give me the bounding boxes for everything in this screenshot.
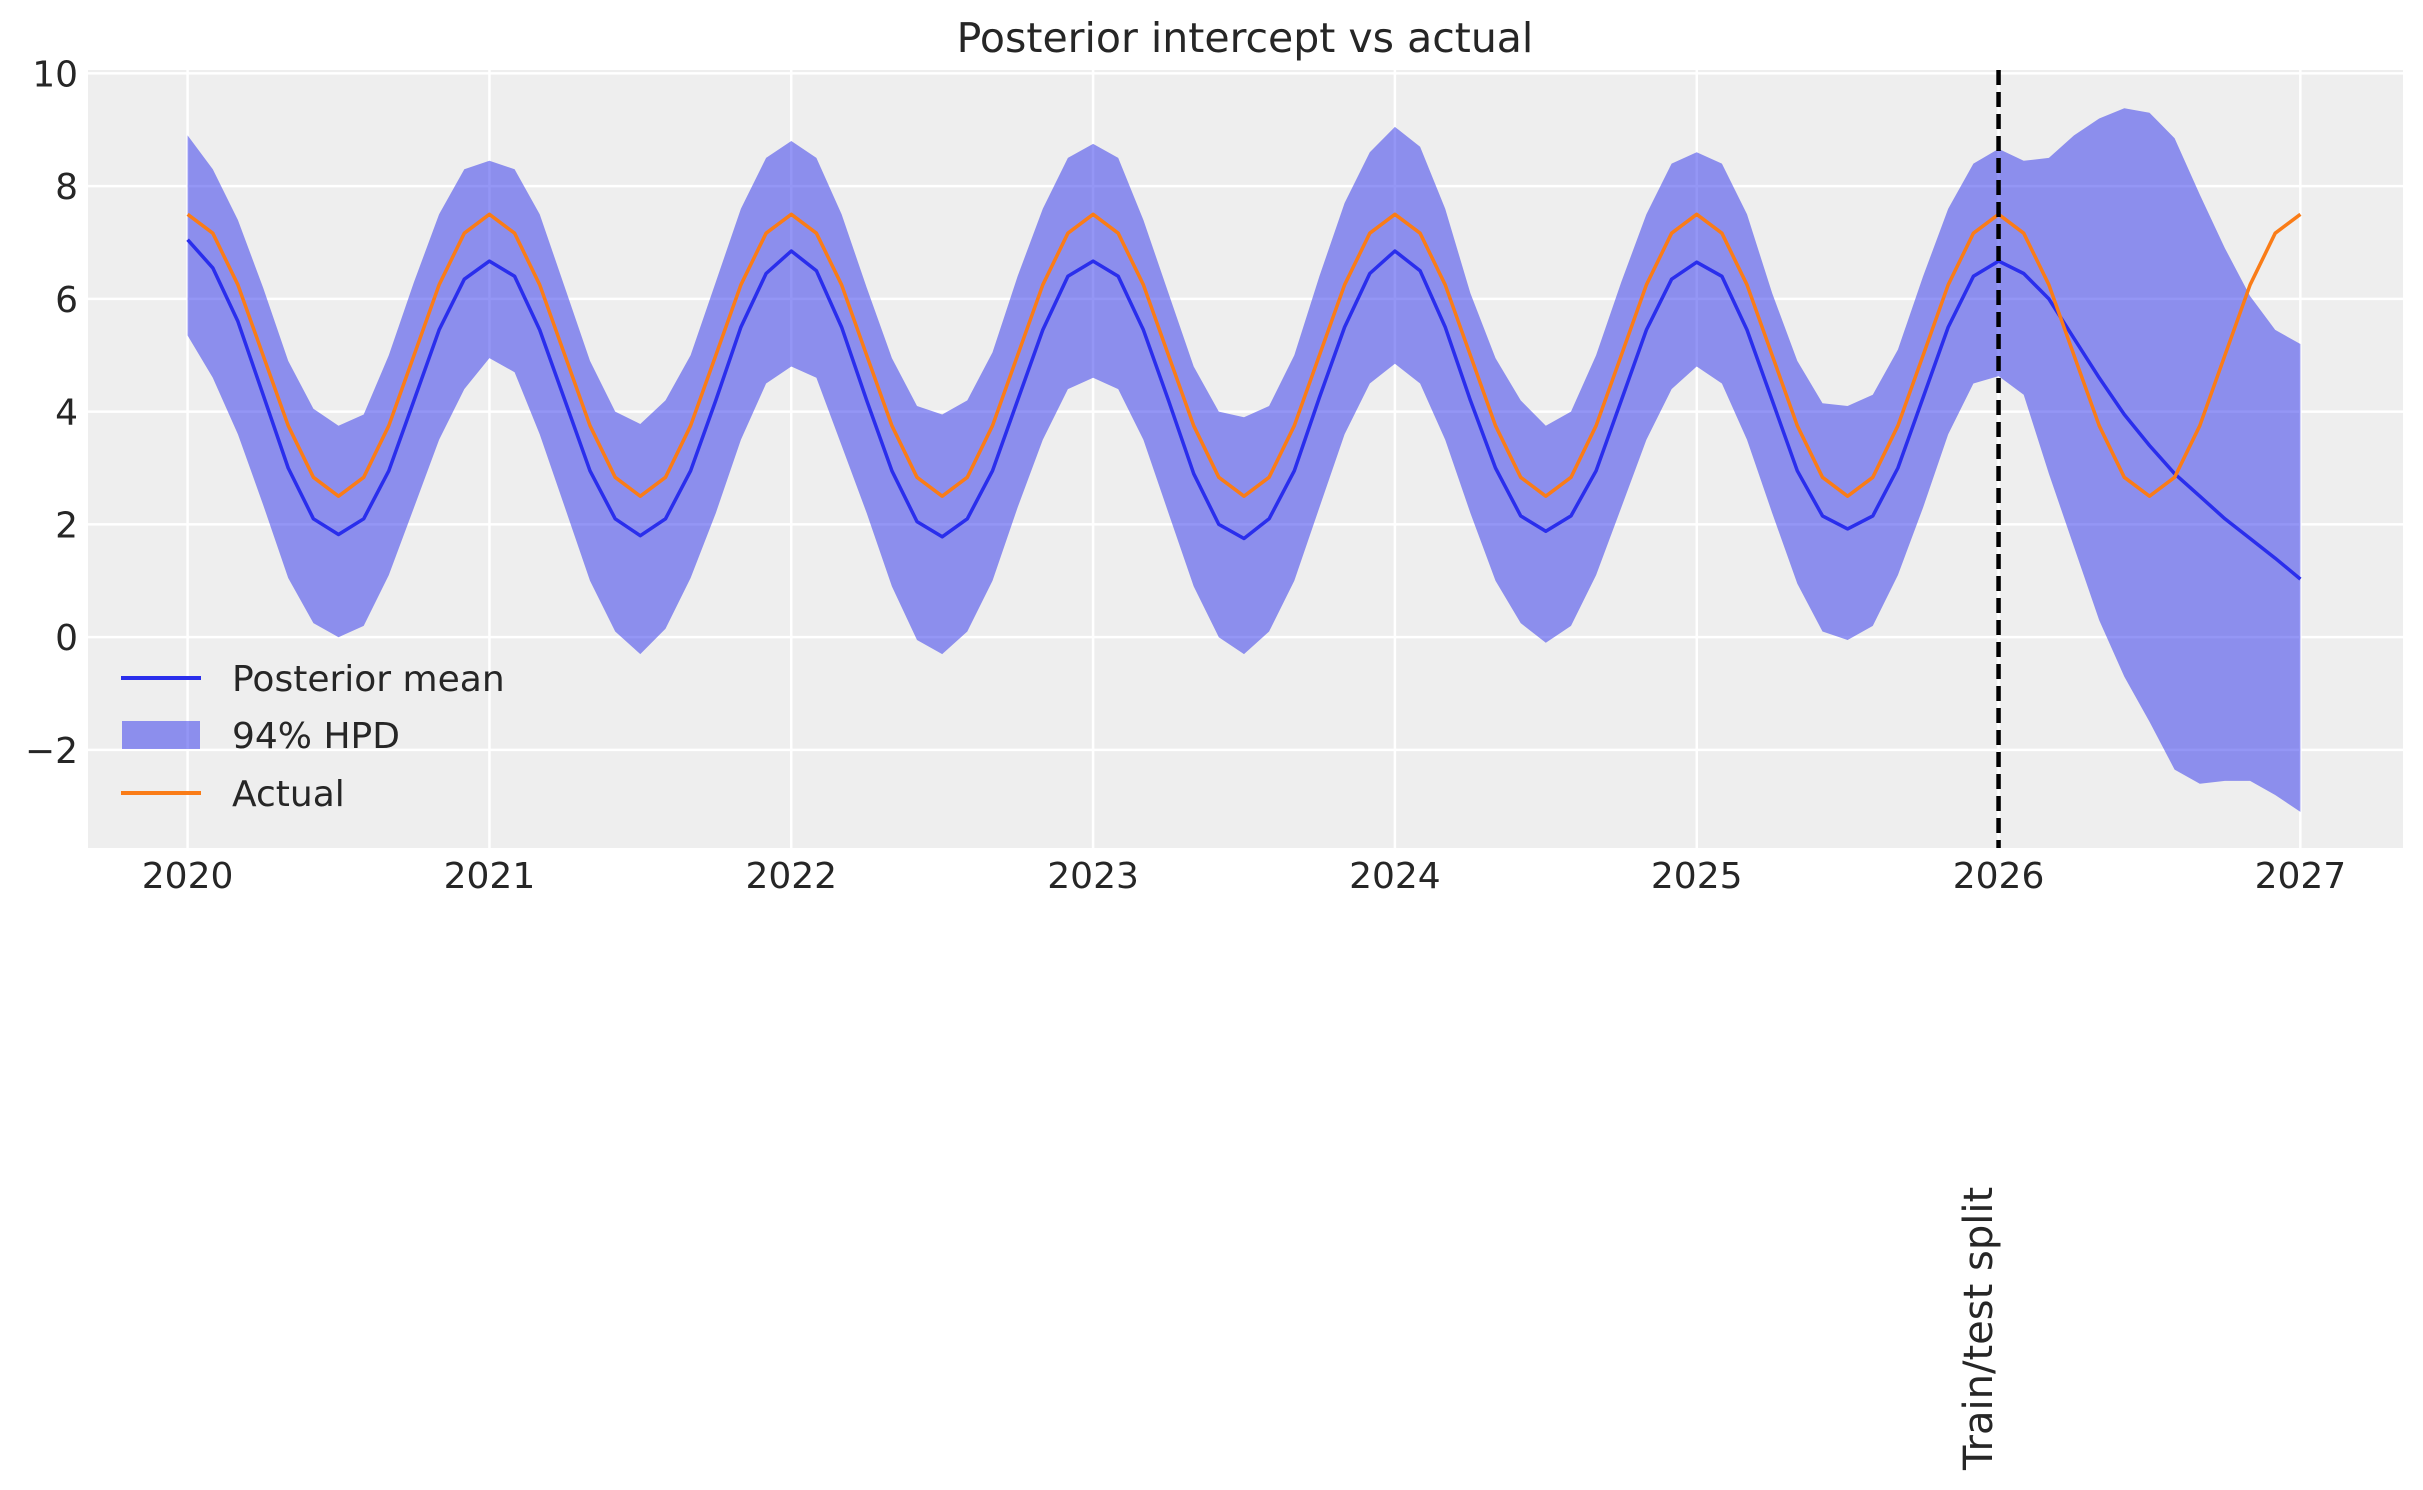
series-lines (186, 212, 2302, 581)
series-line-actual (186, 212, 2302, 498)
x-tick-label: 2026 (1953, 856, 2045, 897)
y-tick-label: −2 (25, 731, 78, 772)
x-tick-label: 2023 (1047, 856, 1139, 897)
legend-swatch-hpd (122, 721, 200, 749)
legend-label-hpd: 94% HPD (232, 716, 400, 757)
hpd-band (187, 108, 2301, 812)
y-tick-label: 8 (55, 167, 78, 208)
hpd-band-area (187, 108, 2301, 812)
x-tick-label: 2020 (142, 856, 234, 897)
x-tick-label: 2025 (1651, 856, 1743, 897)
y-tick-label: 2 (55, 505, 78, 546)
legend: Posterior mean 94% HPD Actual (121, 659, 505, 815)
x-axis: 2020 2021 2022 2023 2024 2025 2026 2027 (142, 856, 2346, 897)
x-tick-label: 2024 (1349, 856, 1441, 897)
x-tick-label: 2022 (745, 856, 837, 897)
x-tick-label: 2027 (2255, 856, 2347, 897)
x-tick-label: 2021 (444, 856, 536, 897)
y-tick-label: 10 (32, 54, 78, 95)
series-line-posterior-mean (186, 238, 2302, 581)
y-tick-label: 4 (55, 393, 78, 434)
legend-label-actual: Actual (232, 774, 345, 815)
train-test-split-label: Train/test split (1956, 1187, 2002, 1471)
y-tick-label: 6 (55, 280, 78, 321)
chart-title: Posterior intercept vs actual (957, 14, 1534, 62)
y-axis: 10 8 6 4 2 0 −2 (25, 54, 78, 772)
y-tick-label: 0 (55, 618, 78, 659)
legend-label-posterior-mean: Posterior mean (232, 659, 505, 700)
